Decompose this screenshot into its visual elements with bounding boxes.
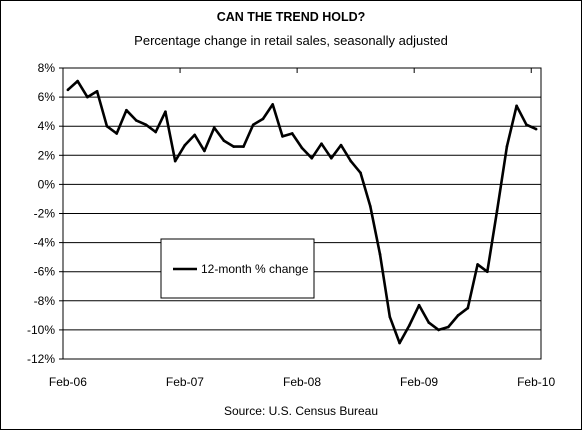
data-point-0-16 [222,139,226,143]
data-point-0-26 [320,142,323,145]
data-point-0-28 [339,143,343,147]
data-point-0-43 [486,270,489,274]
data-point-0-24 [300,146,304,150]
chart-source: Source: U.S. Census Bureau [224,404,378,418]
data-point-0-4 [105,124,109,128]
data-point-0-20 [261,117,265,121]
y-tick-label-9: -10% [27,323,55,337]
data-point-0-23 [290,132,294,135]
x-tick-label-2: Feb-08 [283,375,321,389]
data-point-0-13 [193,133,196,137]
data-point-0-46 [515,104,518,108]
series-layer [66,79,538,345]
x-tick-label-3: Feb-09 [400,375,438,389]
y-tick-label-4: 0% [38,177,56,191]
data-point-0-45 [505,145,509,148]
data-point-0-8 [144,123,148,127]
y-tick-label-1: 6% [38,90,56,104]
y-tick-label-5: -2% [34,207,56,221]
y-tick-label-3: 2% [38,148,56,162]
data-point-0-14 [203,149,206,153]
series-line-0 [67,79,537,345]
data-point-0-37 [427,321,431,324]
data-point-0-41 [466,306,470,310]
data-point-0-47 [525,123,528,127]
data-point-0-6 [125,108,128,112]
plot-area-border [62,67,542,360]
y-tick-label-8: -8% [34,294,56,308]
gridlines [59,67,541,360]
data-point-0-29 [349,159,353,163]
data-point-0-42 [476,263,479,266]
data-point-0-0 [66,88,70,92]
data-point-0-10 [164,110,167,113]
data-point-0-30 [359,171,362,175]
data-point-0-34 [398,341,401,345]
data-point-0-36 [417,303,421,307]
data-point-0-38 [437,328,440,332]
legend: 12-month % change [160,238,315,299]
data-point-0-18 [242,145,245,148]
legend-label: 12-month % change [201,262,309,276]
data-point-0-22 [281,135,284,138]
data-point-0-48 [534,127,538,131]
data-point-0-27 [329,156,333,160]
y-tick-label-10: -12% [27,352,55,366]
data-point-0-25 [310,156,314,160]
data-point-0-32 [378,252,382,256]
data-point-0-15 [212,126,216,129]
x-tick-label-4: Feb-10 [517,375,555,389]
x-axis-tick-labels: Feb-06 Feb-07 Feb-08 Feb-09 Feb-10 [49,375,556,389]
x-tick-label-0: Feb-06 [49,375,87,389]
data-point-0-7 [134,119,138,122]
data-point-0-21 [271,103,275,106]
data-point-0-11 [173,159,177,163]
data-point-0-35 [408,324,411,327]
data-point-0-1 [76,79,79,83]
data-point-0-3 [95,89,99,93]
y-tick-label-0: 8% [38,61,56,75]
data-point-0-40 [456,314,460,317]
y-tick-label-2: 4% [38,119,56,133]
data-point-0-39 [447,325,450,329]
data-point-0-5 [115,132,118,135]
data-point-0-33 [388,315,392,319]
y-tick-label-6: -4% [34,236,56,250]
data-point-0-17 [232,145,236,148]
data-point-0-31 [368,204,372,208]
data-point-0-44 [495,209,499,212]
y-axis-tick-labels: 8% 6% 4% 2% 0% -2% -4% -6% -8% -10% -12% [27,61,55,366]
data-point-0-9 [154,130,157,134]
chart-subtitle: Percentage change in retail sales, seaso… [134,33,448,48]
chart-title: CAN THE TREND HOLD? [217,10,366,24]
data-point-0-19 [251,123,255,127]
y-tick-label-7: -6% [34,265,56,279]
data-point-0-12 [183,143,187,147]
x-tick-label-1: Feb-07 [166,375,204,389]
data-point-0-2 [86,95,89,99]
